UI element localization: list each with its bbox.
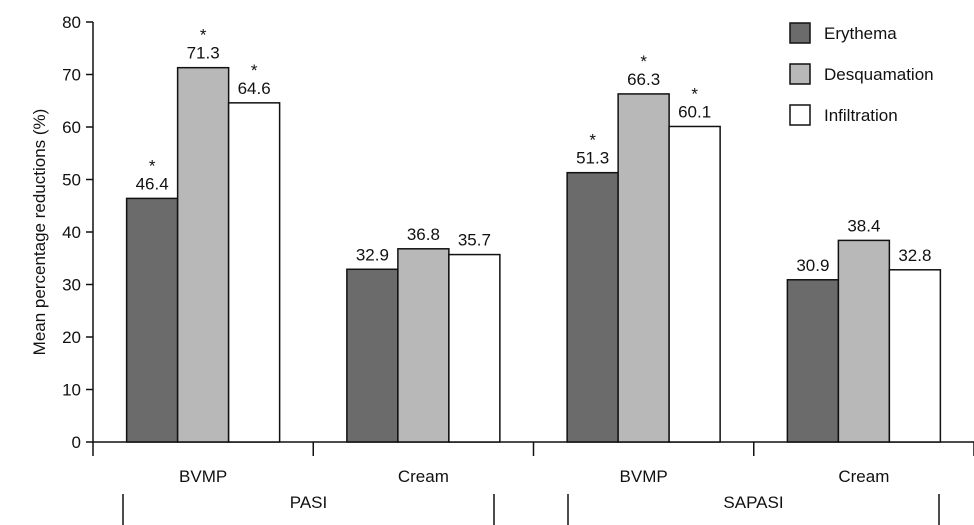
- data-label: 64.6: [238, 79, 271, 98]
- group-label: SAPASI: [723, 493, 783, 512]
- legend-label: Desquamation: [824, 65, 934, 84]
- legend-label: Infiltration: [824, 106, 898, 125]
- x-tick-label: BVMP: [179, 467, 227, 486]
- group-label: PASI: [290, 493, 327, 512]
- significance-marker: *: [691, 84, 698, 103]
- bar: [346, 268, 399, 443]
- x-axis: BVMP Cream BVMP Cream: [92, 441, 974, 486]
- data-label: 32.9: [356, 245, 389, 264]
- y-tick-label: 30: [62, 276, 81, 295]
- significance-marker: *: [149, 156, 156, 175]
- bar: [448, 253, 501, 443]
- data-labels: 46.4*71.3*64.6*32.936.8 35.751.3*66.3*60.…: [136, 26, 932, 275]
- bars: [125, 66, 942, 443]
- y-axis: 0 10 20 30 40 50 60 70 80: [62, 13, 94, 452]
- y-tick-label: 10: [62, 381, 81, 400]
- significance-marker: *: [640, 52, 647, 71]
- significance-marker: *: [200, 26, 207, 45]
- data-label: 38.4: [847, 216, 880, 235]
- x-tick-label: BVMP: [620, 467, 668, 486]
- y-axis-label: Mean percentage reductions (%): [30, 109, 49, 356]
- data-label: 51.3: [576, 149, 609, 168]
- bar: [125, 197, 179, 443]
- legend-swatch: [789, 104, 811, 126]
- bar: [566, 171, 619, 443]
- bar: [176, 66, 230, 443]
- data-label: 36.8: [407, 225, 440, 244]
- data-label: 66.3: [627, 70, 660, 89]
- bar: [397, 248, 450, 443]
- bar: [786, 279, 840, 443]
- data-label: 46.4: [136, 174, 169, 193]
- legend-swatch: [789, 63, 811, 85]
- legend: Erythema Desquamation Infiltration: [789, 22, 934, 126]
- x-tick-label: Cream: [398, 467, 449, 486]
- data-label: 35.7: [458, 231, 491, 250]
- bar: [837, 239, 891, 443]
- x-tick-label: Cream: [838, 467, 889, 486]
- data-label: 32.8: [898, 246, 931, 265]
- y-tick-label: 60: [62, 118, 81, 137]
- significance-marker: *: [589, 131, 596, 150]
- y-tick-label: 80: [62, 13, 81, 32]
- significance-marker: *: [251, 61, 258, 80]
- bar: [227, 102, 281, 443]
- bar: [888, 269, 942, 443]
- data-label: 71.3: [187, 44, 220, 63]
- y-tick-label: 40: [62, 223, 81, 242]
- y-tick-label: 70: [62, 66, 81, 85]
- data-label: 60.1: [678, 102, 711, 121]
- data-label: 30.9: [796, 256, 829, 275]
- y-tick-label: 50: [62, 171, 81, 190]
- legend-label: Erythema: [824, 24, 897, 43]
- group-axis: PASI SAPASI: [122, 493, 940, 525]
- legend-swatch: [789, 22, 811, 44]
- bar: [668, 125, 721, 443]
- bar: [617, 93, 670, 443]
- y-tick-label: 20: [62, 328, 81, 347]
- y-tick-label: 0: [72, 433, 81, 452]
